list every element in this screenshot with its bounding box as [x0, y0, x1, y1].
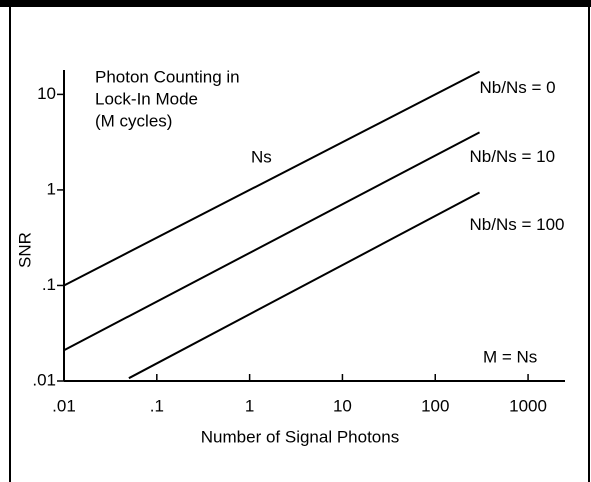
y-tick-label: 10: [37, 84, 56, 103]
annotation: (M cycles): [95, 111, 172, 130]
x-axis-label: Number of Signal Photons: [201, 427, 399, 446]
annotation: M = Ns: [483, 347, 537, 366]
y-tick-label: .01: [32, 370, 56, 389]
x-tick-label: 100: [421, 396, 449, 415]
series-line: [63, 131, 481, 352]
y-tick-label: 1: [47, 179, 56, 198]
y-axis-label: SNR: [15, 232, 34, 268]
x-tick-label: .1: [150, 396, 164, 415]
annotation: Photon Counting in: [95, 67, 240, 86]
x-tick-label: 10: [333, 396, 352, 415]
annotation: Ns: [251, 147, 272, 166]
series-label: Nb/Ns = 100: [470, 215, 565, 234]
series-line: [63, 70, 480, 287]
series-label: Nb/Ns = 0: [480, 78, 556, 97]
x-tick-label: 1000: [509, 396, 547, 415]
x-tick-label: 1: [245, 396, 254, 415]
x-tick-label: .01: [52, 396, 76, 415]
series-label: Nb/Ns = 10: [470, 147, 556, 166]
frame-top: [0, 0, 591, 7]
y-tick-label: .1: [42, 275, 56, 294]
annotation: Lock-In Mode: [95, 89, 198, 108]
series-line: [128, 191, 481, 380]
